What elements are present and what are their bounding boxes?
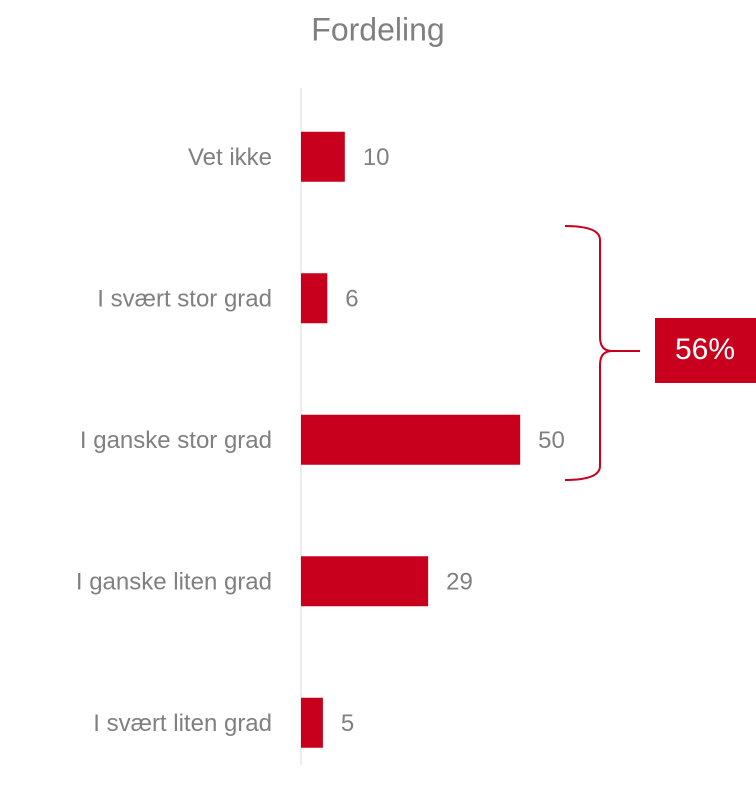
chart-title: Fordeling [311, 11, 444, 47]
y-tick-label: Vet ikke [188, 144, 272, 171]
bracket [564, 225, 640, 481]
bar [301, 556, 429, 607]
value-label: 5 [341, 710, 354, 737]
bar [301, 697, 323, 748]
y-tick-label: I ganske stor grad [80, 427, 272, 454]
value-label: 10 [363, 144, 390, 171]
y-tick-label: I svært liten grad [93, 710, 272, 737]
value-label: 29 [446, 569, 473, 596]
value-label: 50 [538, 427, 565, 454]
annotation-box [655, 318, 756, 383]
y-tick-label: I ganske liten grad [76, 569, 272, 596]
bar [301, 414, 521, 465]
bar [301, 131, 345, 182]
annotation: 56% [675, 333, 735, 366]
y-tick-label: I svært stor grad [97, 286, 272, 313]
bar [301, 273, 328, 324]
value-label: 6 [345, 286, 358, 313]
